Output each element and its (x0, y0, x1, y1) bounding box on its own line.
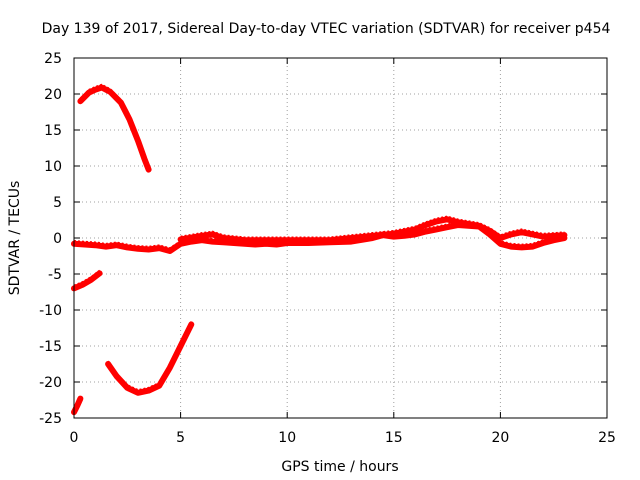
plot-area (71, 83, 568, 416)
x-tick-label: 0 (70, 430, 79, 446)
x-tick-label: 15 (385, 430, 403, 446)
series-arc-high (77, 84, 152, 173)
x-tick-label: 10 (278, 430, 296, 446)
y-tick-label: 25 (44, 51, 62, 67)
y-axis-label: SDTVAR / TECUs (7, 181, 23, 296)
x-tick-label: 25 (598, 430, 616, 446)
x-axis-label: GPS time / hours (281, 459, 398, 475)
chart-title: Day 139 of 2017, Sidereal Day-to-day VTE… (42, 21, 611, 37)
y-tick-label: -20 (39, 375, 62, 391)
y-tick-label: 5 (53, 195, 62, 211)
y-tick-label: 0 (53, 231, 62, 247)
series-main-band-upper (177, 216, 568, 244)
y-tick-label: -5 (48, 267, 62, 283)
series-arc-bottom-edge-noise (73, 395, 82, 410)
series-arc-low-noise (107, 321, 192, 391)
y-tick-label: 20 (44, 87, 62, 103)
y-tick-label: -15 (39, 339, 62, 355)
x-tick-label: 20 (491, 430, 509, 446)
series-arc-low (105, 321, 195, 396)
y-tick-label: -25 (39, 411, 62, 427)
axis-ticks: 0 5 10 15 20 25 -25 -20 -15 -10 -5 0 5 10 15 20 25 (39, 51, 616, 446)
y-tick-label: 10 (44, 159, 62, 175)
series-arc-mid-low (71, 270, 103, 292)
series-arc-mid-low-noise (73, 269, 101, 287)
y-tick-label: -10 (39, 303, 62, 319)
series-arc-bottom-edge (71, 395, 84, 416)
series-layer (71, 83, 568, 416)
y-tick-label: 15 (44, 123, 62, 139)
x-tick-label: 5 (176, 430, 185, 446)
